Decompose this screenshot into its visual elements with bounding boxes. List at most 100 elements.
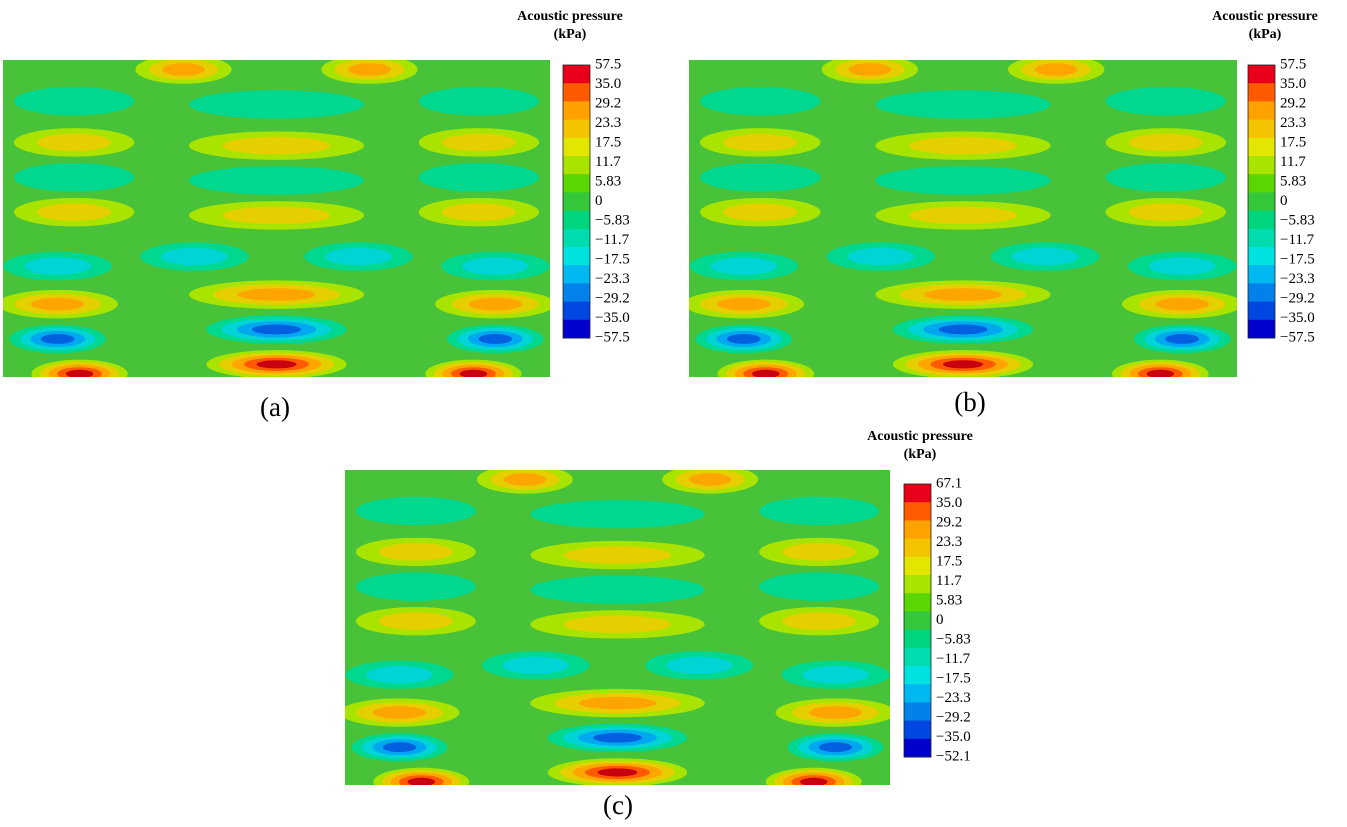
colorbar-label: 67.1 <box>936 475 962 491</box>
colorbar-label: −11.7 <box>1280 232 1315 248</box>
contour-band <box>909 206 1017 225</box>
colorbar-bin <box>904 611 931 631</box>
colorbar-label: 57.5 <box>1280 56 1306 72</box>
contour-band <box>723 133 798 152</box>
colorbar-bin <box>1248 137 1275 157</box>
contour-band <box>808 706 863 719</box>
colorbar-bin <box>563 65 590 84</box>
contour-band <box>24 257 92 275</box>
colorbar-bin <box>563 101 590 121</box>
colorbar-label: 11.7 <box>1280 154 1306 170</box>
contour-band <box>938 324 988 335</box>
colorbar-bin <box>1248 192 1275 212</box>
contour-band <box>563 546 672 564</box>
colorbar-bin <box>904 575 931 594</box>
contour-band <box>348 63 391 76</box>
contour-band <box>875 166 1051 195</box>
contour-plot <box>689 60 1237 377</box>
contour-band <box>847 247 915 266</box>
contour-band <box>502 656 569 675</box>
colorbar-bin <box>563 192 590 212</box>
contour-band <box>37 203 112 221</box>
colorbar-bin <box>1248 247 1275 266</box>
contour-band <box>40 333 75 344</box>
colorbar-label: −23.3 <box>595 271 630 287</box>
colorbar-bin <box>904 647 931 667</box>
contour-band <box>355 496 476 526</box>
colorbar-label: −57.5 <box>1280 329 1315 345</box>
contour-band <box>256 360 297 369</box>
contour-band <box>782 612 857 630</box>
contour-band <box>802 666 869 684</box>
contour-band <box>751 369 780 377</box>
colorbar-bin <box>1248 156 1275 175</box>
contour-band <box>222 136 331 155</box>
colorbar-label: −35.0 <box>595 310 630 326</box>
colorbar-bin <box>563 119 590 139</box>
contour-band <box>441 133 516 152</box>
contour-plot <box>3 60 550 377</box>
contour-band <box>222 206 331 225</box>
colorbar-label: 0 <box>936 612 944 628</box>
colorbar-label: 23.3 <box>1280 115 1306 131</box>
colorbar-bin <box>1248 265 1275 284</box>
contour-band <box>1148 257 1216 275</box>
contour-band <box>924 288 1002 301</box>
contour-band <box>30 297 85 311</box>
colorbar-label: 35.0 <box>936 495 962 511</box>
contour-band <box>1105 163 1227 192</box>
contour-band <box>699 86 821 116</box>
colorbar-bin <box>563 156 590 175</box>
contour-band <box>597 768 638 777</box>
colorbar-label: −11.7 <box>936 651 971 667</box>
contour-band <box>782 543 857 561</box>
contour-band <box>355 572 476 601</box>
contour-band <box>593 732 642 743</box>
contour-band <box>503 473 547 486</box>
colorbar-label: −23.3 <box>1280 271 1315 287</box>
colorbar-label: 0 <box>595 193 603 209</box>
panel-caption: (a) <box>260 392 290 422</box>
colorbar-label: −5.83 <box>595 212 630 228</box>
contour-band <box>710 257 778 275</box>
colorbar-label: −23.3 <box>936 690 971 706</box>
colorbar-label: 5.83 <box>595 173 621 189</box>
colorbar-bin <box>904 502 931 521</box>
contour-band <box>1165 333 1199 344</box>
colorbar-frame <box>1247 64 1276 339</box>
contour-band <box>461 257 529 275</box>
colorbar-bin <box>904 538 931 558</box>
contour-band <box>161 247 228 266</box>
contour-band <box>13 163 135 192</box>
colorbar-bin <box>563 137 590 157</box>
contour-band <box>848 63 892 76</box>
colorbar-bin <box>563 210 590 230</box>
contour-band <box>237 288 316 301</box>
colorbar-label: 5.83 <box>936 592 962 608</box>
panel-caption: (b) <box>954 387 985 417</box>
colorbar-bin <box>1248 301 1275 321</box>
colorbar-bin <box>563 265 590 284</box>
contour-band <box>372 706 427 719</box>
contour-band <box>688 473 732 486</box>
contour-band <box>188 166 365 195</box>
colorbar-bin <box>904 720 931 740</box>
colorbar-label: −52.1 <box>936 748 971 764</box>
contour-band <box>800 777 828 785</box>
contour-band <box>818 742 853 753</box>
contour-band <box>378 612 453 630</box>
colorbar-bin <box>1248 210 1275 230</box>
contour-band <box>909 136 1017 155</box>
colorbar-bin <box>563 301 590 321</box>
contour-band <box>252 324 301 335</box>
colorbar-bin <box>1248 174 1275 193</box>
colorbar-label: −11.7 <box>595 232 630 248</box>
contour-band <box>666 656 733 675</box>
colorbar-label: 35.0 <box>1280 76 1306 92</box>
contour-band <box>459 369 488 377</box>
colorbar-label: 11.7 <box>595 154 621 170</box>
colorbar-bin <box>1248 119 1275 139</box>
contour-plot <box>345 470 890 785</box>
colorbar-label: −29.2 <box>1280 290 1315 306</box>
